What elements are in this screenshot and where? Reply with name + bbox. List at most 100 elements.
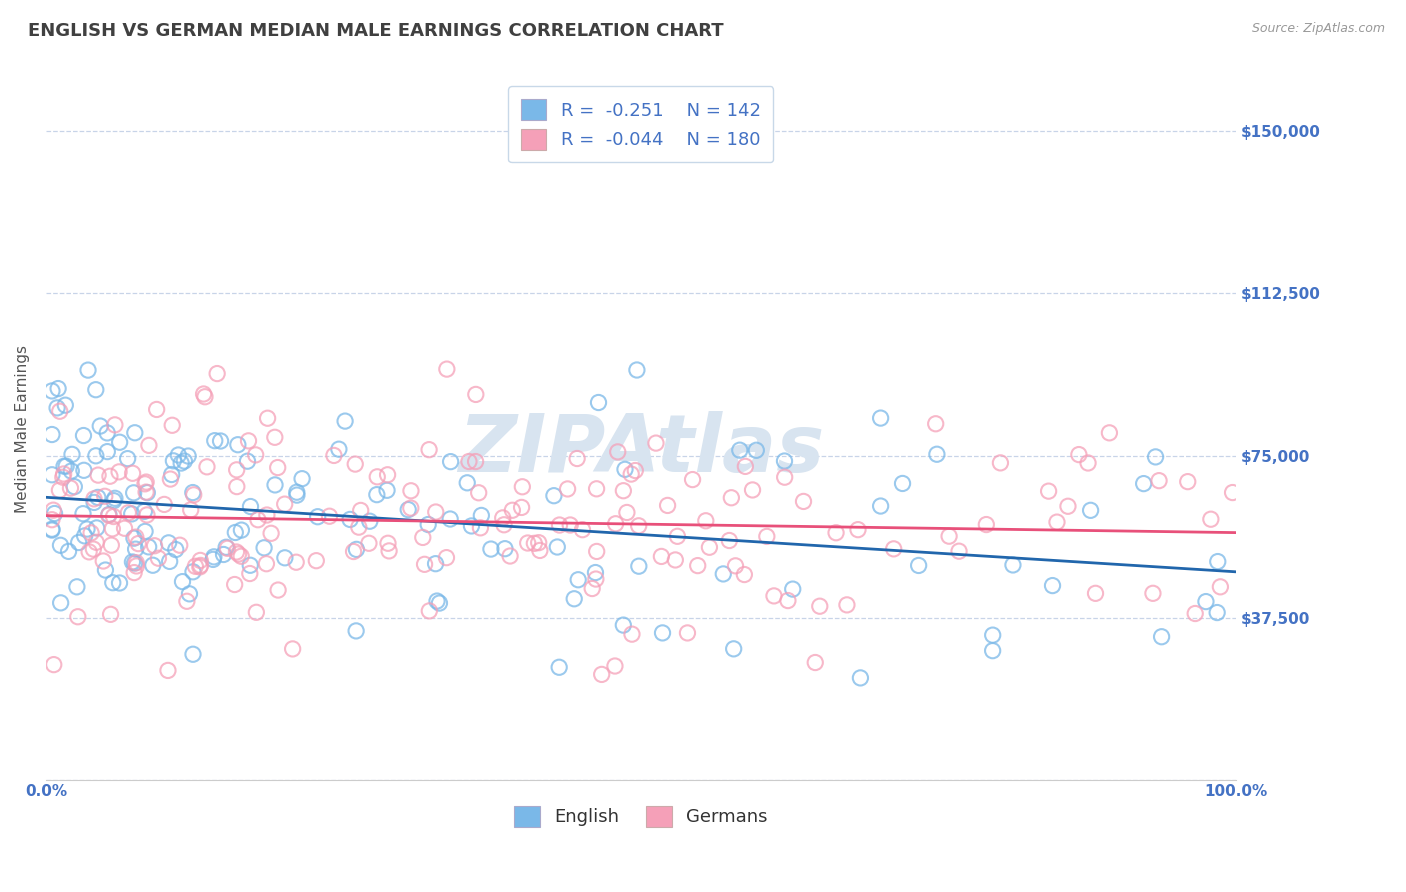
Point <box>305 554 328 568</box>
Point <box>228 547 250 561</box>
Point <box>585 572 607 586</box>
Point <box>425 505 447 519</box>
Point <box>529 543 551 558</box>
Point <box>728 443 751 458</box>
Point <box>205 367 228 381</box>
Point <box>318 509 340 524</box>
Point <box>59 481 82 495</box>
Point <box>981 643 1004 657</box>
Point <box>142 558 165 573</box>
Point <box>1077 456 1099 470</box>
Point <box>548 660 571 674</box>
Point <box>73 529 96 543</box>
Point <box>1001 558 1024 572</box>
Point <box>125 556 148 570</box>
Point <box>153 497 176 511</box>
Point <box>122 485 145 500</box>
Point <box>66 609 89 624</box>
Text: ZIPAtlas: ZIPAtlas <box>458 410 824 489</box>
Point <box>256 508 278 522</box>
Point <box>231 523 253 537</box>
Point <box>676 626 699 640</box>
Point <box>603 659 626 673</box>
Point <box>108 576 131 591</box>
Point <box>762 589 785 603</box>
Point <box>160 418 183 433</box>
Point <box>666 529 689 543</box>
Point <box>426 594 449 608</box>
Point <box>396 502 419 516</box>
Point <box>108 435 131 450</box>
Point <box>138 438 160 452</box>
Point <box>48 483 70 498</box>
Point <box>245 605 267 619</box>
Point <box>121 555 143 569</box>
Point <box>236 454 259 468</box>
Point <box>938 529 960 543</box>
Point <box>560 518 582 533</box>
Point <box>135 475 157 489</box>
Point <box>121 507 143 521</box>
Point <box>494 541 516 556</box>
Point <box>907 558 929 573</box>
Point <box>253 541 276 555</box>
Point <box>492 511 515 525</box>
Point <box>58 544 80 558</box>
Point <box>239 566 262 581</box>
Point <box>124 556 146 570</box>
Y-axis label: Median Male Earnings: Median Male Earnings <box>15 344 30 513</box>
Point <box>264 478 287 492</box>
Point <box>342 544 364 558</box>
Point <box>1098 425 1121 440</box>
Point <box>41 384 63 398</box>
Point <box>209 434 232 448</box>
Point <box>773 454 796 468</box>
Point <box>585 544 607 558</box>
Point <box>169 538 191 552</box>
Point <box>1209 580 1232 594</box>
Point <box>723 641 745 656</box>
Point <box>87 468 110 483</box>
Point <box>84 449 107 463</box>
Point <box>225 545 247 559</box>
Point <box>399 483 422 498</box>
Point <box>180 503 202 517</box>
Point <box>981 628 1004 642</box>
Point <box>344 457 367 471</box>
Text: Source: ZipAtlas.com: Source: ZipAtlas.com <box>1251 22 1385 36</box>
Point <box>159 554 181 568</box>
Point <box>359 514 381 528</box>
Point <box>720 491 742 505</box>
Point <box>42 657 65 672</box>
Point <box>172 574 194 589</box>
Point <box>156 664 179 678</box>
Point <box>1206 606 1229 620</box>
Point <box>239 500 262 514</box>
Point <box>328 442 350 457</box>
Point <box>651 626 673 640</box>
Point <box>591 667 613 681</box>
Point <box>108 465 131 479</box>
Point <box>571 523 593 537</box>
Point <box>1084 586 1107 600</box>
Point <box>157 536 180 550</box>
Point <box>585 566 607 580</box>
Point <box>67 535 90 549</box>
Point <box>588 395 610 409</box>
Point <box>562 591 585 606</box>
Point <box>925 417 948 431</box>
Point <box>439 455 461 469</box>
Point <box>49 538 72 552</box>
Point <box>124 542 146 557</box>
Point <box>66 580 89 594</box>
Point <box>125 530 148 544</box>
Point <box>285 488 308 502</box>
Point <box>41 523 63 537</box>
Point <box>138 540 160 554</box>
Point <box>695 514 717 528</box>
Point <box>627 559 650 574</box>
Point <box>686 558 709 573</box>
Point <box>869 499 891 513</box>
Point <box>456 475 478 490</box>
Text: ENGLISH VS GERMAN MEDIAN MALE EARNINGS CORRELATION CHART: ENGLISH VS GERMAN MEDIAN MALE EARNINGS C… <box>28 22 724 40</box>
